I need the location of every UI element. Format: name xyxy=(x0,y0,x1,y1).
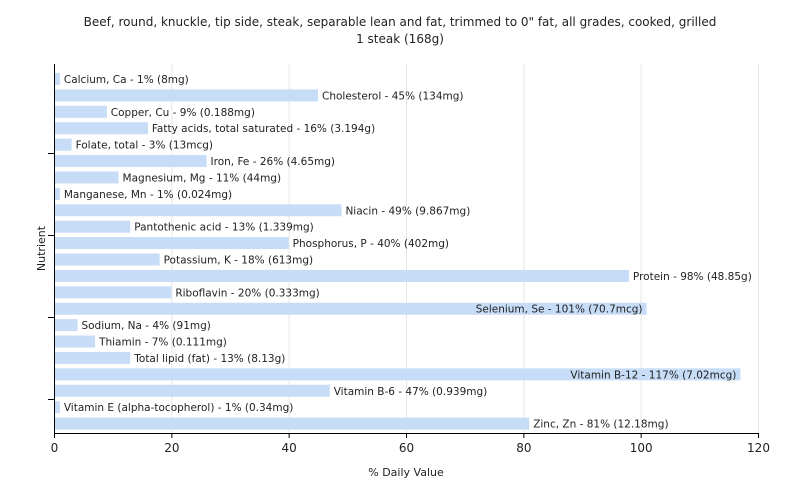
bar-label: Iron, Fe - 26% (4.65mg) xyxy=(211,156,335,168)
x-axis-title: % Daily Value xyxy=(368,466,444,479)
bar-label: Zinc, Zn - 81% (12.18mg) xyxy=(533,419,668,431)
bar xyxy=(54,302,647,315)
bar-label: Niacin - 49% (9.867mg) xyxy=(345,205,470,217)
bar xyxy=(54,319,78,332)
bar xyxy=(54,105,107,118)
x-tick-label: 60 xyxy=(399,441,414,455)
bar-label: Potassium, K - 18% (613mg) xyxy=(164,255,314,267)
bar xyxy=(54,351,131,364)
x-tick-label: 100 xyxy=(630,441,653,455)
x-tick-label: 0 xyxy=(51,441,59,455)
bar xyxy=(54,269,629,282)
bar-label: Vitamin B-6 - 47% (0.939mg) xyxy=(334,386,488,398)
bar xyxy=(54,171,119,184)
bar-label: Thiamin - 7% (0.111mg) xyxy=(98,337,227,349)
bar-label: Vitamin B-12 - 117% (7.02mcg) xyxy=(570,369,736,381)
x-tick-label: 20 xyxy=(164,441,179,455)
bar-label: Pantothenic acid - 13% (1.339mg) xyxy=(134,222,313,234)
bars: Calcium, Ca - 1% (8mg) Cholesterol - 45% … xyxy=(54,73,752,431)
bar xyxy=(54,73,60,85)
bar-label: Copper, Cu - 9% (0.188mg) xyxy=(111,107,255,119)
bar xyxy=(54,417,530,430)
bar xyxy=(54,286,172,299)
chart-title-line: Beef, round, knuckle, tip side, steak, s… xyxy=(83,15,717,29)
bar-label: Sodium, Na - 4% (91mg) xyxy=(81,320,210,332)
bar xyxy=(54,220,131,233)
bar-label: Phosphorus, P - 40% (402mg) xyxy=(293,238,449,250)
bar-label: Selenium, Se - 101% (70.7mcg) xyxy=(476,304,643,316)
bar xyxy=(54,335,96,348)
chart-subtitle: 1 steak (168g) xyxy=(356,32,444,46)
bar-label: Folate, total - 3% (13mcg) xyxy=(76,140,213,152)
bar-label: Fatty acids, total saturated - 16% (3.19… xyxy=(152,123,375,135)
bar xyxy=(54,89,318,102)
x-tick-label: 80 xyxy=(516,441,531,455)
bar-label: Magnesium, Mg - 11% (44mg) xyxy=(123,172,282,184)
bar xyxy=(54,138,72,151)
bar-label: Manganese, Mn - 1% (0.024mg) xyxy=(64,189,232,201)
axes: 0 20 40 60 80 100 120 xyxy=(48,64,770,455)
x-tick-label: 40 xyxy=(282,441,297,455)
bar xyxy=(54,204,342,217)
bar-label: Calcium, Ca - 1% (8mg) xyxy=(64,74,189,86)
bar xyxy=(54,155,207,168)
bar xyxy=(54,237,289,250)
bar xyxy=(54,401,60,414)
bar-label: Vitamin E (alpha-tocopherol) - 1% (0.34m… xyxy=(64,402,294,414)
bar xyxy=(54,368,741,381)
bar xyxy=(54,187,60,200)
bar-label: Total lipid (fat) - 13% (8.13g) xyxy=(133,353,285,365)
y-axis-title: Nutrient xyxy=(35,225,48,271)
x-tick-label: 120 xyxy=(747,441,770,455)
chart-title: Beef, round, knuckle, tip side, steak, s… xyxy=(0,14,800,48)
bar xyxy=(54,384,330,397)
bar-label: Riboflavin - 20% (0.333mg) xyxy=(175,287,319,299)
bar-label: Cholesterol - 45% (134mg) xyxy=(322,90,464,102)
bar xyxy=(54,122,148,135)
bar xyxy=(54,253,160,266)
bar-label: Protein - 98% (48.85g) xyxy=(633,271,752,283)
